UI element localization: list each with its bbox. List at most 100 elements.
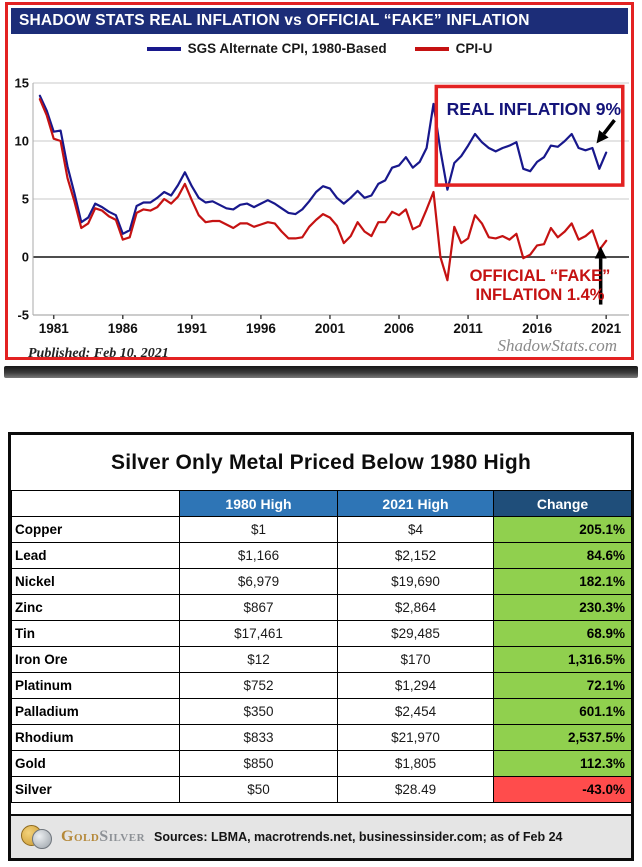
metal-row: Rhodium $833 $21,970 2,537.5% [11, 724, 632, 751]
metal-name-cell: Palladium [11, 698, 180, 725]
high-2021-cell: $2,864 [337, 594, 494, 621]
published-note: Published: Feb 10, 2021 [28, 346, 169, 360]
change-cell: 68.9% [493, 620, 632, 647]
metal-row: Palladium $350 $2,454 601.1% [11, 698, 632, 725]
change-cell: 2,537.5% [493, 724, 632, 751]
high-1980-cell: $850 [179, 750, 338, 777]
cpiu-line-swatch [414, 46, 449, 51]
metals-table-figure: Silver Only Metal Priced Below 1980 High… [8, 432, 634, 861]
high-1980-cell: $833 [179, 724, 338, 751]
high-2021-cell: $1,805 [337, 750, 494, 777]
svg-text:2006: 2006 [384, 321, 415, 336]
change-cell: 601.1% [493, 698, 632, 725]
inflation-chart-figure: -5 0 5 10 15 1981 1986 1991 1996 2001 2006 2011 2016… [5, 2, 634, 360]
high-1980-cell: $50 [179, 776, 338, 803]
svg-text:2021: 2021 [591, 321, 622, 336]
legend-label-sgs: SGS Alternate CPI, 1980-Based [187, 41, 387, 56]
brand-silver-text: Silver [99, 828, 146, 845]
col-header-2021-high: 2021 High [337, 490, 494, 517]
section-divider [4, 366, 638, 378]
high-1980-cell: $6,979 [179, 568, 338, 595]
fake-inflation-annotation: OFFICIAL “FAKE” INFLATION 1.4% [434, 267, 631, 306]
inflation-line-chart: -5 0 5 10 15 1981 1986 1991 1996 2001 2006 2011 2016… [15, 76, 629, 336]
corner-header-cell [11, 490, 180, 517]
silver-coin-icon [32, 829, 52, 849]
high-1980-cell: $867 [179, 594, 338, 621]
change-cell: 205.1% [493, 516, 632, 543]
col-header-change: Change [493, 490, 632, 517]
change-cell: 112.3% [493, 750, 632, 777]
metal-name-cell: Gold [11, 750, 180, 777]
metal-name-cell: Zinc [11, 594, 180, 621]
metal-row: Silver $50 $28.49 -43.0% [11, 776, 632, 803]
svg-text:2001: 2001 [315, 321, 346, 336]
change-cell: 1,316.5% [493, 646, 632, 673]
svg-text:1986: 1986 [108, 321, 139, 336]
real-inflation-annotation: REAL INFLATION 9% [446, 99, 621, 119]
shadowstats-watermark: ShadowStats.com [497, 336, 617, 355]
svg-text:5: 5 [22, 192, 29, 207]
change-cell: 84.6% [493, 542, 632, 569]
table-footer: GoldSilver Sources: LBMA, macrotrends.ne… [11, 814, 631, 858]
high-1980-cell: $350 [179, 698, 338, 725]
metal-row: Iron Ore $12 $170 1,316.5% [11, 646, 632, 673]
table-title: Silver Only Metal Priced Below 1980 High [111, 450, 531, 474]
legend-item-sgs: SGS Alternate CPI, 1980-Based [146, 41, 387, 56]
metal-row: Copper $1 $4 205.1% [11, 516, 632, 543]
col-header-1980-high: 1980 High [179, 490, 338, 517]
high-2021-cell: $29,485 [337, 620, 494, 647]
metal-name-cell: Lead [11, 542, 180, 569]
high-1980-cell: $12 [179, 646, 338, 673]
brand-gold-text: Gold [61, 828, 100, 845]
metal-row: Platinum $752 $1,294 72.1% [11, 672, 632, 699]
sgs-line-swatch [146, 46, 181, 51]
metals-table: 1980 High 2021 High Change Copper $1 $4 205… [11, 490, 632, 803]
high-2021-cell: $2,152 [337, 542, 494, 569]
high-2021-cell: $4 [337, 516, 494, 543]
change-cell: 230.3% [493, 594, 632, 621]
change-cell: 182.1% [493, 568, 632, 595]
high-2021-cell: $2,454 [337, 698, 494, 725]
chart-legend: SGS Alternate CPI, 1980-Based CPI-U [8, 41, 631, 56]
high-1980-cell: $1 [179, 516, 338, 543]
svg-text:2016: 2016 [522, 321, 553, 336]
metal-row: Nickel $6,979 $19,690 182.1% [11, 568, 632, 595]
svg-text:15: 15 [15, 76, 29, 91]
chart-title-bar: SHADOW STATS REAL INFLATION vs OFFICIAL … [11, 8, 628, 34]
table-header-row: 1980 High 2021 High Change [11, 490, 632, 517]
svg-text:1996: 1996 [246, 321, 277, 336]
fake-annotation-line2: INFLATION 1.4% [475, 286, 605, 305]
metal-row: Lead $1,166 $2,152 84.6% [11, 542, 632, 569]
svg-text:1981: 1981 [39, 321, 70, 336]
goldsilver-logo: GoldSilver [61, 828, 145, 846]
high-2021-cell: $21,970 [337, 724, 494, 751]
legend-item-cpiu: CPI-U [414, 41, 493, 56]
svg-text:0: 0 [22, 250, 29, 265]
high-2021-cell: $19,690 [337, 568, 494, 595]
metal-name-cell: Platinum [11, 672, 180, 699]
metal-name-cell: Tin [11, 620, 180, 647]
metal-name-cell: Copper [11, 516, 180, 543]
metal-name-cell: Rhodium [11, 724, 180, 751]
change-cell: -43.0% [493, 776, 632, 803]
change-cell: 72.1% [493, 672, 632, 699]
svg-text:2011: 2011 [453, 321, 483, 336]
metal-name-cell: Iron Ore [11, 646, 180, 673]
goldsilver-coins-icon [21, 823, 53, 851]
svg-text:-5: -5 [17, 308, 29, 323]
metal-row: Tin $17,461 $29,485 68.9% [11, 620, 632, 647]
legend-label-cpiu: CPI-U [455, 41, 493, 56]
high-1980-cell: $17,461 [179, 620, 338, 647]
high-2021-cell: $1,294 [337, 672, 494, 699]
high-2021-cell: $170 [337, 646, 494, 673]
chart-title: SHADOW STATS REAL INFLATION vs OFFICIAL … [19, 12, 530, 29]
svg-text:1991: 1991 [177, 321, 208, 336]
sources-text: Sources: LBMA, macrotrends.net, business… [154, 830, 563, 844]
high-1980-cell: $1,166 [179, 542, 338, 569]
metal-name-cell: Nickel [11, 568, 180, 595]
high-2021-cell: $28.49 [337, 776, 494, 803]
svg-text:10: 10 [15, 134, 29, 149]
metal-row: Zinc $867 $2,864 230.3% [11, 594, 632, 621]
high-1980-cell: $752 [179, 672, 338, 699]
